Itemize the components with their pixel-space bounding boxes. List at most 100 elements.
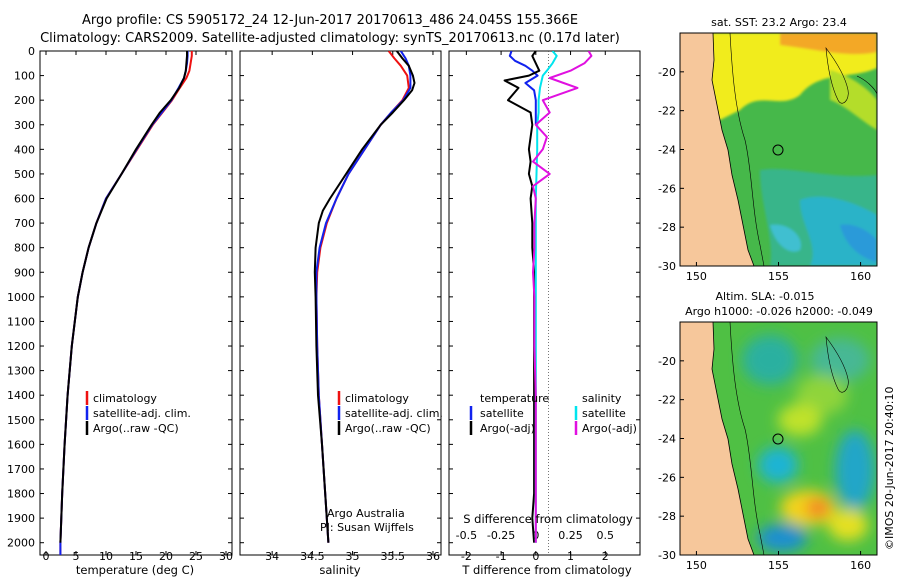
map-y-tick-label: -26: [658, 182, 676, 195]
depth-tick-label: 1100: [7, 315, 35, 328]
difference-panel: [448, 50, 641, 556]
temperature-panel: [39, 50, 233, 556]
depth-tick-label: 1800: [7, 488, 35, 501]
depth-tick-label: 1200: [7, 340, 35, 353]
difference-x-axis: -2 -1 0 1 2: [461, 51, 609, 563]
title-line1: Argo profile: CS 5905172_24 12-Jun-2017 …: [82, 13, 578, 28]
x-tick-label: 35.5: [381, 550, 406, 563]
depth-tick-label: 900: [14, 266, 35, 279]
map-y-tick-label: -30: [658, 260, 676, 273]
legend-label-satellite: satellite-adj. clim.: [93, 407, 191, 420]
sla-map-title1: Altim. SLA: -0.015: [715, 290, 814, 303]
map-x-tick-label: 150: [686, 559, 707, 572]
sla-high-core: [806, 499, 830, 517]
sla-low-5: [757, 524, 807, 552]
series-line-2: [59, 51, 188, 543]
sst-reef-contour: [825, 46, 849, 104]
legend-label-climatology: climatology: [93, 392, 157, 405]
legend-label-argo: Argo(..raw -QC): [345, 422, 431, 435]
credit: ©IMOS 20-Jun-2017 20:40:10: [883, 386, 896, 550]
sst-bathymetry-contour: [729, 33, 765, 266]
sla-bathymetry-contour: [729, 322, 765, 555]
temperature-x-axis: 0 5 10 15 20 25 30: [43, 51, 233, 563]
map-y-tick-label: -28: [658, 221, 676, 234]
series-line-1: [503, 51, 541, 543]
map-x-tick-label: 160: [850, 559, 871, 572]
temperature-legend: climatology satellite-adj. clim. Argo(..…: [85, 391, 191, 435]
sla-land: [680, 322, 754, 555]
title-line2: Climatology: CARS2009. Satellite-adjuste…: [40, 31, 620, 46]
sla-low-1: [742, 335, 798, 385]
map-x-tick-label: 160: [850, 270, 871, 283]
depth-tick-label: 800: [14, 242, 35, 255]
depth-tick-label: 300: [14, 119, 35, 132]
map-x-tick-label: 150: [686, 270, 707, 283]
x-tick-label: 5: [73, 550, 80, 563]
x-tick-label: 34: [265, 550, 279, 563]
sst-field: [690, 33, 877, 266]
pi-note: PI: Susan Wijffels: [320, 521, 414, 534]
sla-map: [680, 322, 877, 555]
map-y-tick-label: -20: [658, 355, 676, 368]
map-y-tick-label: -24: [658, 144, 676, 157]
map-x-tick-label: 155: [768, 559, 789, 572]
depth-tick-label: 400: [14, 143, 35, 156]
difference-legend: temperature satellite Argo(-adj) salinit…: [469, 392, 637, 435]
series-line-2: [313, 51, 416, 543]
x-tick-label: 20: [159, 550, 173, 563]
series-line-1: [315, 51, 412, 543]
sla-map-axes: 150 155 160 -20 -22 -24 -26 -28 -30: [658, 355, 871, 572]
depth-axis: 0 100 200 300 400 500 600 700 800 900 1000 1100 1200…: [7, 45, 640, 550]
sla-map-title2: Argo h1000: -0.026 h2000: -0.049: [685, 305, 873, 318]
difference-xlabel2: S difference from climatology: [463, 512, 633, 526]
sst-land: [680, 33, 754, 266]
sst-hot-patch: [780, 33, 877, 55]
series-line-3: [532, 51, 593, 543]
depth-tick-label: 100: [14, 70, 35, 83]
legend-label-t-argo: Argo(-adj): [480, 422, 535, 435]
map-y-tick-label: -24: [658, 433, 676, 446]
temperature-xlabel: temperature (deg C): [76, 563, 194, 577]
sst-map: [680, 33, 877, 266]
legend-label-s-argo: Argo(-adj): [582, 422, 637, 435]
depth-tick-label: 1500: [7, 414, 35, 427]
legend-label-argo: Argo(..raw -QC): [93, 422, 179, 435]
x-tick-label: 1: [567, 550, 574, 563]
x-tick-label: 2: [602, 550, 609, 563]
salinity-x-axis: 34 34.5 35 35.5 36: [265, 51, 440, 563]
x2-tick-label: 0.5: [597, 529, 615, 542]
x-tick-label: 15: [129, 550, 143, 563]
x-tick-label: 30: [219, 550, 233, 563]
map-y-tick-label: -28: [658, 510, 676, 523]
legend-title-salinity: salinity: [582, 392, 622, 405]
depth-tick-label: 700: [14, 217, 35, 230]
depth-tick-label: 1700: [7, 463, 35, 476]
depth-tick-label: 0: [28, 45, 35, 58]
sst-map-axes: 150 155 160 -20 -22 -24 -26 -28 -30: [658, 66, 871, 283]
sla-low-2: [810, 338, 870, 382]
sst-float-location: [772, 144, 784, 156]
legend-label-climatology: climatology: [345, 392, 409, 405]
salinity-xlabel: salinity: [319, 563, 360, 577]
depth-tick-label: 500: [14, 168, 35, 181]
sla-high-1: [796, 375, 848, 415]
legend-label-t-satellite: satellite: [480, 407, 524, 420]
depth-tick-label: 1900: [7, 512, 35, 525]
difference-xlabel: T difference from climatology: [461, 563, 632, 577]
sst-warm-north: [690, 33, 877, 120]
depth-tick-label: 1300: [7, 365, 35, 378]
argo-australia-note: Argo Australia: [327, 507, 405, 520]
x2-tick-label: 0.25: [558, 529, 583, 542]
map-y-tick-label: -20: [658, 66, 676, 79]
salinity-panel: [239, 50, 442, 556]
map-y-tick-label: -22: [658, 105, 676, 118]
x-tick-label: 36: [426, 550, 440, 563]
x-tick-label: 0: [532, 550, 539, 563]
depth-tick-label: 1000: [7, 291, 35, 304]
temperature-series: [59, 51, 193, 555]
depth-tick-label: 2000: [7, 537, 35, 550]
depth-tick-label: 1600: [7, 438, 35, 451]
sla-low-4: [835, 430, 875, 510]
legend-label-satellite: satellite-adj. clim.: [345, 407, 443, 420]
